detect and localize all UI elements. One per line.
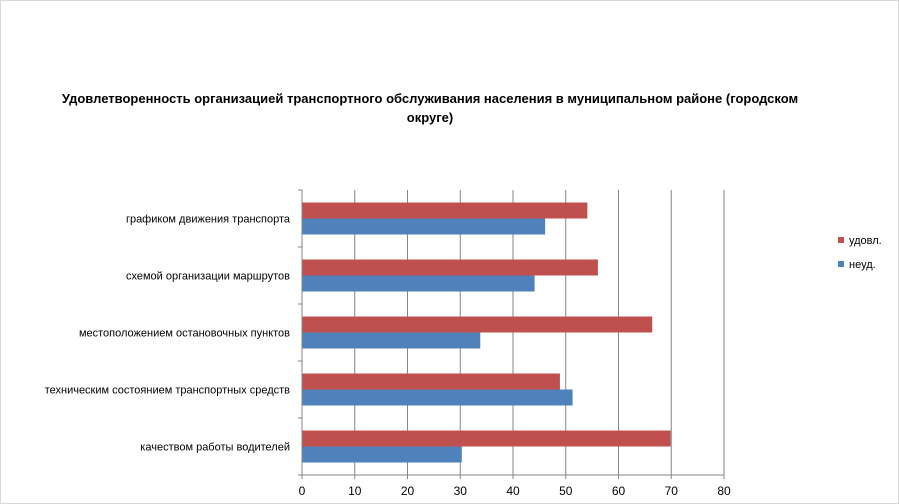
x-tick-label: 50: [559, 484, 573, 498]
x-tick-label: 60: [612, 484, 626, 498]
legend: удовл. неуд.: [838, 235, 882, 271]
bar-unsatisfied: [302, 275, 535, 292]
bar-satisfied: [302, 259, 598, 276]
legend-label: удовл.: [849, 235, 882, 247]
bar-unsatisfied: [302, 446, 462, 463]
category-label: местоположением остановочных пунктов: [79, 328, 290, 340]
x-tick-label: 70: [665, 484, 679, 498]
bar-unsatisfied: [302, 218, 546, 235]
x-tick-label: 30: [454, 484, 468, 498]
labels: 0 10 20 30 40 50 60 70 80 графиком движения транс…: [45, 214, 731, 499]
category-label: схемой организации маршрутов: [126, 271, 290, 283]
x-tick-label: 80: [717, 484, 731, 498]
x-tick-label: 0: [299, 484, 306, 498]
category-label: техническим состоянием транспортных сред…: [45, 385, 290, 397]
x-tick-label: 20: [401, 484, 415, 498]
category-label: качеством работы водителей: [140, 442, 290, 454]
bar-unsatisfied: [302, 389, 573, 406]
legend-swatch: [838, 261, 844, 267]
bar-satisfied: [302, 316, 653, 333]
bar-satisfied: [302, 430, 671, 447]
bar-unsatisfied: [302, 332, 481, 349]
axes: [298, 189, 725, 479]
chart-title: Удовлетворенность организацией транспорт…: [61, 91, 799, 125]
bar-satisfied: [302, 202, 588, 219]
bars: [302, 202, 671, 463]
bar-satisfied: [302, 373, 560, 390]
x-tick-label: 10: [348, 484, 362, 498]
legend-label: неуд.: [849, 259, 876, 271]
x-tick-label: 40: [506, 484, 520, 498]
legend-swatch: [838, 237, 844, 243]
category-label: графиком движения транспорта: [126, 214, 291, 226]
